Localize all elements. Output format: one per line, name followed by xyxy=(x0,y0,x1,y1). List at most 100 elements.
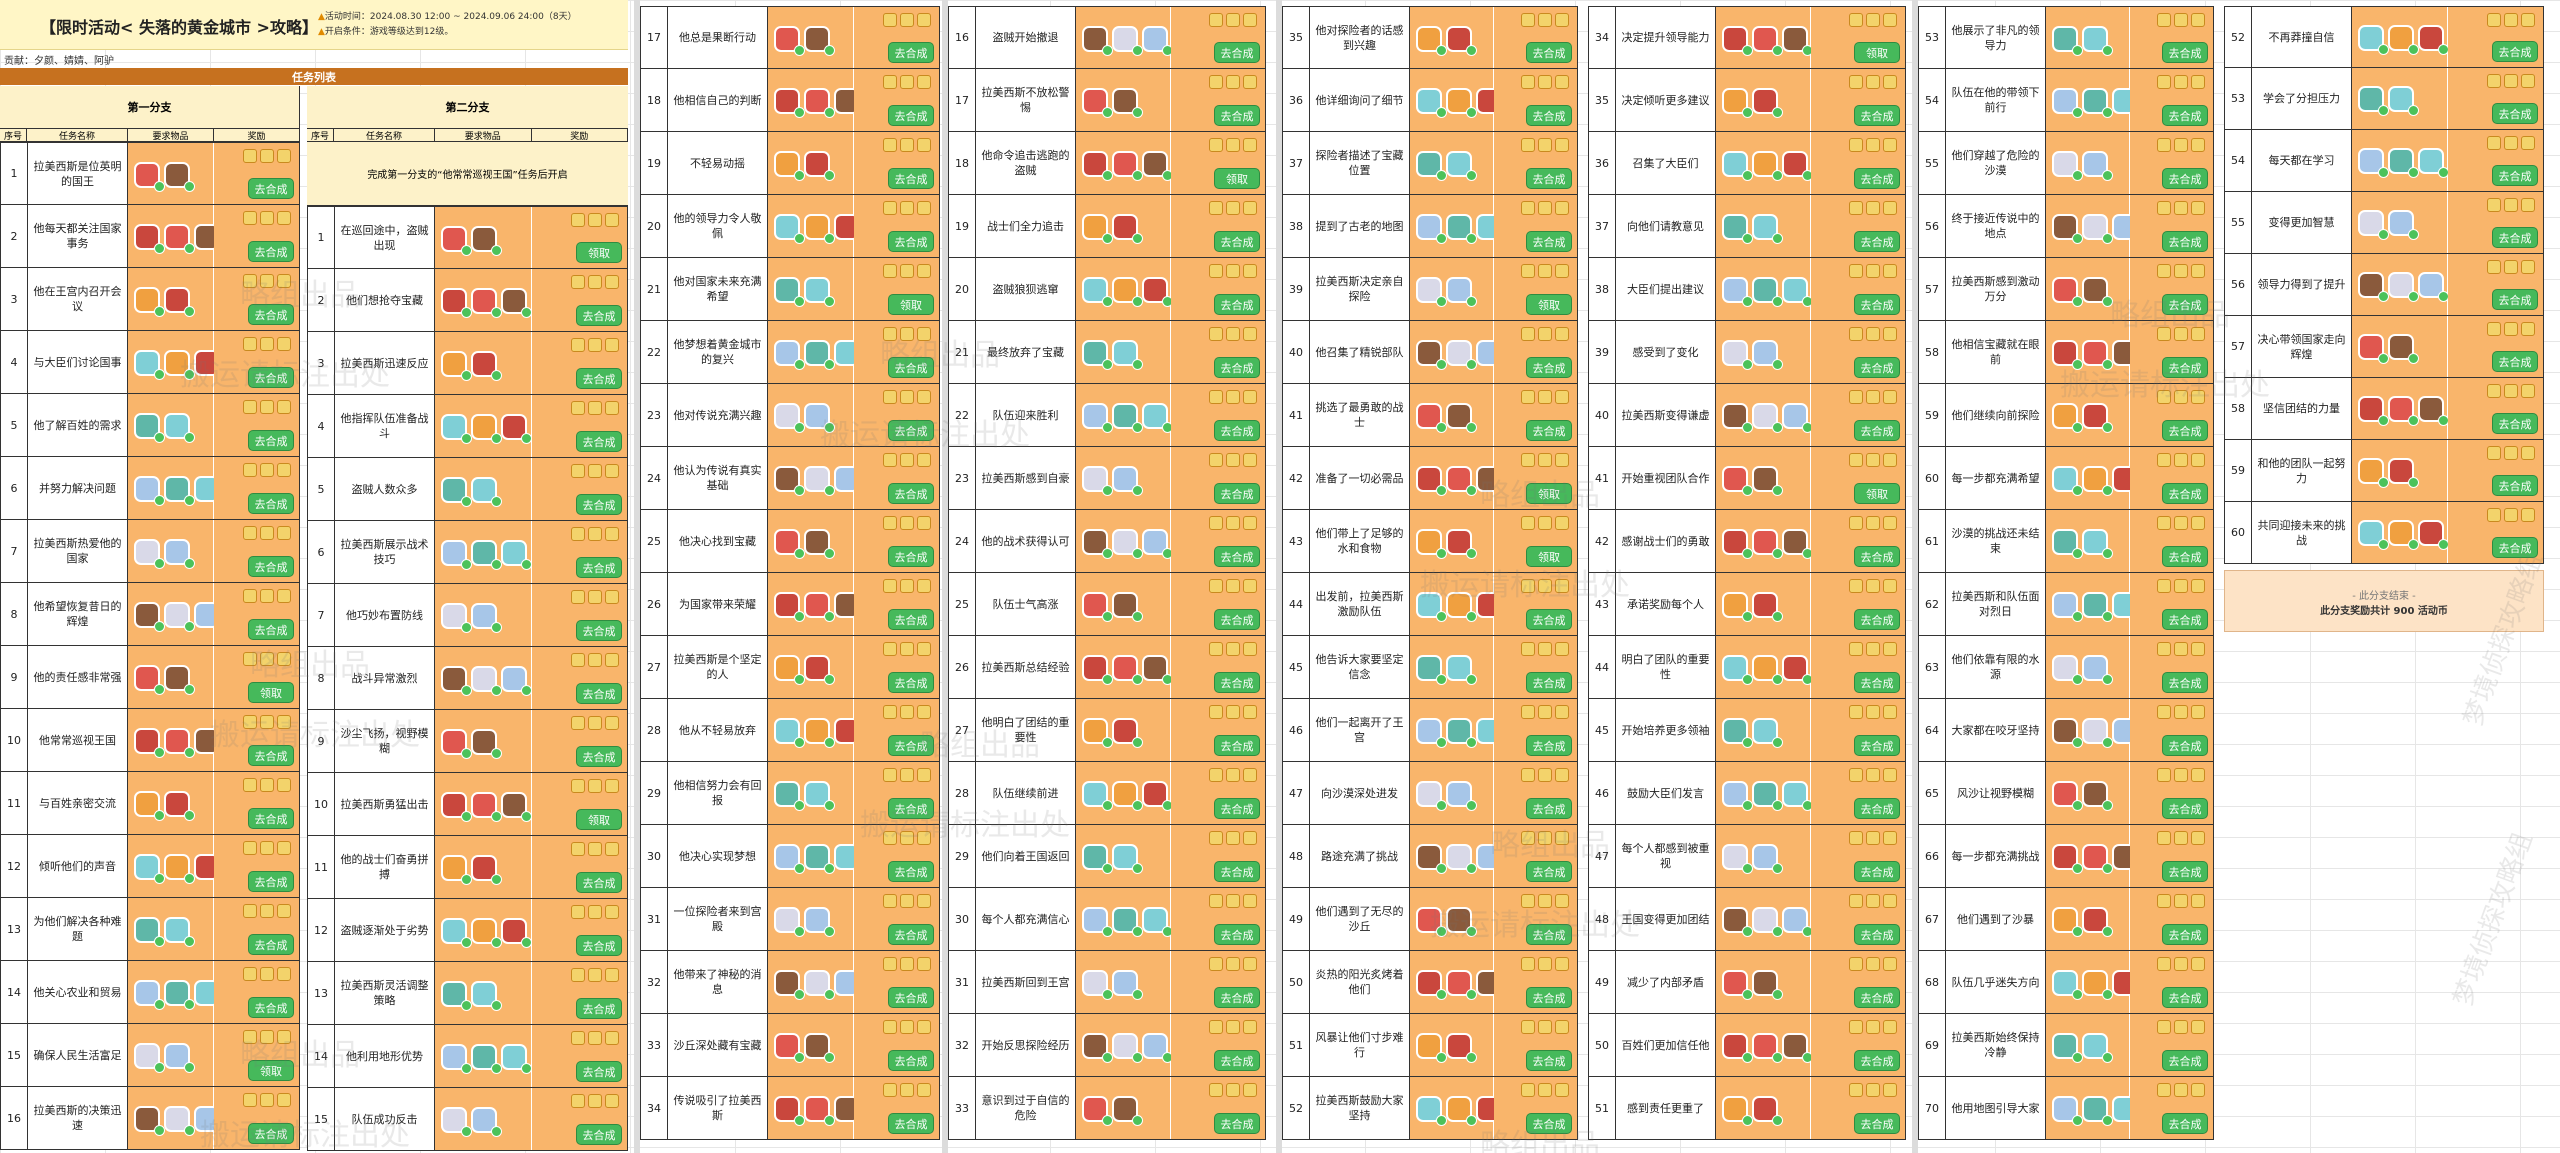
action-button[interactable]: 去合成 xyxy=(2492,289,2538,310)
action-button[interactable]: 去合成 xyxy=(1526,231,1572,252)
action-button[interactable]: 去合成 xyxy=(1526,1113,1572,1134)
action-button[interactable]: 去合成 xyxy=(2162,1050,2208,1071)
action-button[interactable]: 去合成 xyxy=(576,368,622,389)
action-button[interactable]: 去合成 xyxy=(888,231,934,252)
action-button[interactable]: 去合成 xyxy=(248,808,294,829)
action-button[interactable]: 去合成 xyxy=(888,861,934,882)
action-button[interactable]: 去合成 xyxy=(888,1050,934,1071)
action-button[interactable]: 去合成 xyxy=(2162,168,2208,189)
action-button[interactable]: 去合成 xyxy=(1854,1113,1900,1134)
action-button[interactable]: 去合成 xyxy=(248,367,294,388)
action-button[interactable]: 去合成 xyxy=(888,735,934,756)
action-button[interactable]: 领取 xyxy=(1854,42,1900,63)
action-button[interactable]: 去合成 xyxy=(1214,1113,1260,1134)
action-button[interactable]: 去合成 xyxy=(576,1124,622,1145)
action-button[interactable]: 去合成 xyxy=(1526,1050,1572,1071)
action-button[interactable]: 去合成 xyxy=(1854,987,1900,1008)
action-button[interactable]: 去合成 xyxy=(888,924,934,945)
action-button[interactable]: 去合成 xyxy=(1854,672,1900,693)
action-button[interactable]: 去合成 xyxy=(1854,924,1900,945)
action-button[interactable]: 去合成 xyxy=(2492,537,2538,558)
action-button[interactable]: 去合成 xyxy=(1214,231,1260,252)
action-button[interactable]: 去合成 xyxy=(2162,735,2208,756)
action-button[interactable]: 去合成 xyxy=(1214,1050,1260,1071)
action-button[interactable]: 去合成 xyxy=(2492,413,2538,434)
action-button[interactable]: 去合成 xyxy=(2162,609,2208,630)
action-button[interactable]: 去合成 xyxy=(2162,798,2208,819)
action-button[interactable]: 去合成 xyxy=(1214,798,1260,819)
action-button[interactable]: 去合成 xyxy=(1526,672,1572,693)
action-button[interactable]: 去合成 xyxy=(888,609,934,630)
action-button[interactable]: 去合成 xyxy=(2162,924,2208,945)
action-button[interactable]: 去合成 xyxy=(1854,546,1900,567)
action-button[interactable]: 去合成 xyxy=(2492,41,2538,62)
action-button[interactable]: 去合成 xyxy=(1214,672,1260,693)
action-button[interactable]: 去合成 xyxy=(888,672,934,693)
action-button[interactable]: 去合成 xyxy=(248,745,294,766)
action-button[interactable]: 去合成 xyxy=(1854,294,1900,315)
action-button[interactable]: 去合成 xyxy=(576,620,622,641)
action-button[interactable]: 去合成 xyxy=(1214,105,1260,126)
action-button[interactable]: 去合成 xyxy=(248,1123,294,1144)
action-button[interactable]: 领取 xyxy=(1526,294,1572,315)
action-button[interactable]: 去合成 xyxy=(1526,105,1572,126)
action-button[interactable]: 去合成 xyxy=(1214,924,1260,945)
action-button[interactable]: 领取 xyxy=(248,682,294,703)
action-button[interactable]: 去合成 xyxy=(1854,861,1900,882)
action-button[interactable]: 去合成 xyxy=(2162,357,2208,378)
action-button[interactable]: 去合成 xyxy=(888,546,934,567)
action-button[interactable]: 去合成 xyxy=(1854,420,1900,441)
action-button[interactable]: 去合成 xyxy=(1214,609,1260,630)
action-button[interactable]: 去合成 xyxy=(1526,168,1572,189)
action-button[interactable]: 去合成 xyxy=(1526,357,1572,378)
action-button[interactable]: 去合成 xyxy=(1526,420,1572,441)
action-button[interactable]: 去合成 xyxy=(1526,735,1572,756)
action-button[interactable]: 去合成 xyxy=(1214,357,1260,378)
action-button[interactable]: 去合成 xyxy=(888,987,934,1008)
action-button[interactable]: 去合成 xyxy=(576,872,622,893)
action-button[interactable]: 领取 xyxy=(1214,168,1260,189)
action-button[interactable]: 去合成 xyxy=(888,1113,934,1134)
action-button[interactable]: 去合成 xyxy=(248,304,294,325)
action-button[interactable]: 去合成 xyxy=(248,997,294,1018)
action-button[interactable]: 去合成 xyxy=(2492,227,2538,248)
action-button[interactable]: 去合成 xyxy=(1854,168,1900,189)
action-button[interactable]: 去合成 xyxy=(1854,735,1900,756)
action-button[interactable]: 领取 xyxy=(1526,546,1572,567)
action-button[interactable]: 去合成 xyxy=(1214,987,1260,1008)
action-button[interactable]: 去合成 xyxy=(1526,798,1572,819)
action-button[interactable]: 去合成 xyxy=(1526,924,1572,945)
action-button[interactable]: 去合成 xyxy=(1214,42,1260,63)
action-button[interactable]: 去合成 xyxy=(2162,1113,2208,1134)
action-button[interactable]: 去合成 xyxy=(1854,105,1900,126)
action-button[interactable]: 去合成 xyxy=(2162,294,2208,315)
action-button[interactable]: 去合成 xyxy=(1526,987,1572,1008)
action-button[interactable]: 去合成 xyxy=(2162,546,2208,567)
action-button[interactable]: 去合成 xyxy=(576,746,622,767)
action-button[interactable]: 去合成 xyxy=(576,494,622,515)
action-button[interactable]: 去合成 xyxy=(576,431,622,452)
action-button[interactable]: 去合成 xyxy=(248,430,294,451)
action-button[interactable]: 去合成 xyxy=(248,178,294,199)
action-button[interactable]: 去合成 xyxy=(1854,1050,1900,1071)
action-button[interactable]: 去合成 xyxy=(248,871,294,892)
action-button[interactable]: 去合成 xyxy=(1214,735,1260,756)
action-button[interactable]: 领取 xyxy=(576,809,622,830)
action-button[interactable]: 去合成 xyxy=(576,683,622,704)
action-button[interactable]: 去合成 xyxy=(888,357,934,378)
action-button[interactable]: 去合成 xyxy=(888,42,934,63)
action-button[interactable]: 去合成 xyxy=(576,998,622,1019)
action-button[interactable]: 去合成 xyxy=(248,556,294,577)
action-button[interactable]: 去合成 xyxy=(2162,420,2208,441)
action-button[interactable]: 去合成 xyxy=(1854,609,1900,630)
action-button[interactable]: 去合成 xyxy=(1854,798,1900,819)
action-button[interactable]: 领取 xyxy=(1854,483,1900,504)
action-button[interactable]: 去合成 xyxy=(888,168,934,189)
action-button[interactable]: 去合成 xyxy=(1526,609,1572,630)
action-button[interactable]: 去合成 xyxy=(2162,42,2208,63)
action-button[interactable]: 去合成 xyxy=(2162,987,2208,1008)
action-button[interactable]: 去合成 xyxy=(1214,861,1260,882)
action-button[interactable]: 去合成 xyxy=(1214,546,1260,567)
action-button[interactable]: 领取 xyxy=(888,294,934,315)
action-button[interactable]: 去合成 xyxy=(1526,42,1572,63)
